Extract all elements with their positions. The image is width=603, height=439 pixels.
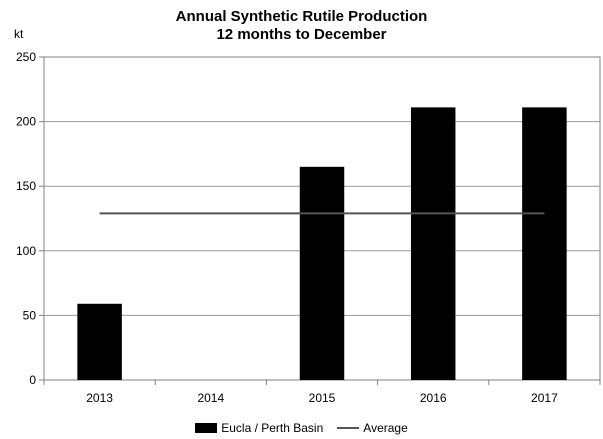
legend-item-bars: Eucla / Perth Basin [195,421,323,435]
bar [77,304,121,380]
y-tick-label: 200 [16,115,36,129]
x-tick-label: 2014 [197,391,224,405]
legend-line-swatch [337,427,359,429]
y-tick-label: 50 [23,308,37,322]
legend-bar-label: Eucla / Perth Basin [221,421,323,435]
x-tick-label: 2017 [531,391,558,405]
x-tick-label: 2015 [309,391,336,405]
y-tick-label: 0 [29,373,36,387]
x-tick-label: 2013 [86,391,113,405]
legend-line-label: Average [363,421,407,435]
y-tick-label: 150 [16,179,36,193]
y-tick-label: 250 [16,50,36,64]
y-tick-label: 100 [16,244,36,258]
bar [522,107,566,380]
legend-bar-swatch [195,423,217,433]
chart-canvas: 0 50 100 150 200 250 2013 2014 2015 2016 2017 [0,0,603,420]
legend: Eucla / Perth Basin Average [0,420,603,436]
bar [300,167,344,380]
x-tick-label: 2016 [420,391,447,405]
bar [411,107,455,380]
legend-item-average: Average [337,421,407,435]
